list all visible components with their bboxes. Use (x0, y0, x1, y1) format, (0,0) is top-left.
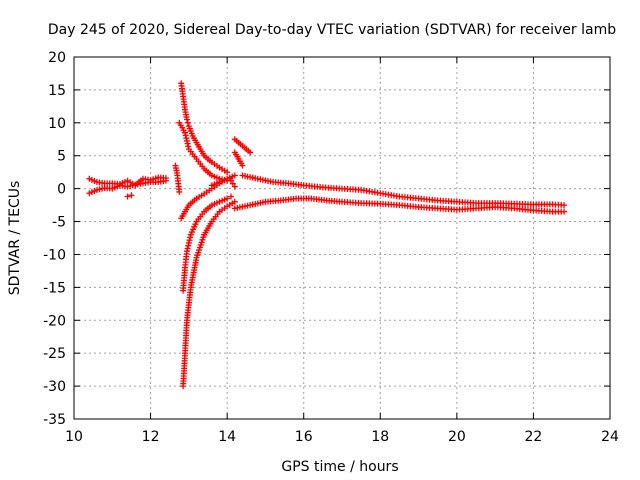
data-point (247, 149, 254, 156)
y-tick-label: -35 (43, 412, 66, 428)
data-point (176, 188, 183, 195)
y-tick-label: 20 (48, 50, 66, 66)
data-point (239, 162, 246, 169)
data-point (231, 172, 238, 179)
data-point (183, 116, 190, 123)
y-tick-label: -15 (43, 280, 66, 296)
data-point (231, 198, 238, 205)
y-tick-label: -30 (43, 379, 66, 395)
y-tick-label: 0 (57, 182, 66, 198)
y-tick-label: -20 (43, 313, 66, 329)
y-tick-label: -25 (43, 346, 66, 362)
y-tick-label: -10 (43, 247, 66, 263)
x-tick-label: 16 (295, 429, 313, 445)
x-tick-label: 22 (525, 429, 543, 445)
data-point (124, 193, 131, 200)
data-point (224, 169, 231, 176)
x-tick-label: 12 (142, 429, 160, 445)
data-point (184, 119, 191, 126)
data-point (561, 202, 568, 209)
x-axis-label: GPS time / hours (281, 459, 398, 475)
plot-frame (73, 56, 611, 420)
data-point (561, 208, 568, 215)
data-point (128, 192, 135, 199)
x-tick-label: 20 (448, 429, 466, 445)
grid-lines (74, 57, 610, 419)
chart-title: Day 245 of 2020, Sidereal Day-to-day VTE… (48, 22, 616, 38)
y-axis-label: SDTVAR / TECUs (7, 181, 23, 296)
y-tick-label: -5 (52, 215, 66, 231)
x-tick-label: 24 (601, 429, 619, 445)
y-tick-label: 5 (57, 149, 66, 165)
data-point (224, 195, 231, 202)
data-point (231, 183, 238, 190)
y-tick-label: 10 (48, 116, 66, 132)
axis-ticks: 10 12 14 16 18 20 22 24 20 15 10 5 0 -5 -10 -15 -20 -25 -3… (43, 50, 619, 445)
y-tick-label: 15 (48, 83, 66, 99)
data-point (162, 175, 169, 182)
x-tick-label: 18 (371, 429, 389, 445)
x-tick-label: 14 (218, 429, 236, 445)
x-tick-label: 10 (65, 429, 83, 445)
data-marks (86, 80, 568, 390)
data-point (227, 193, 234, 200)
